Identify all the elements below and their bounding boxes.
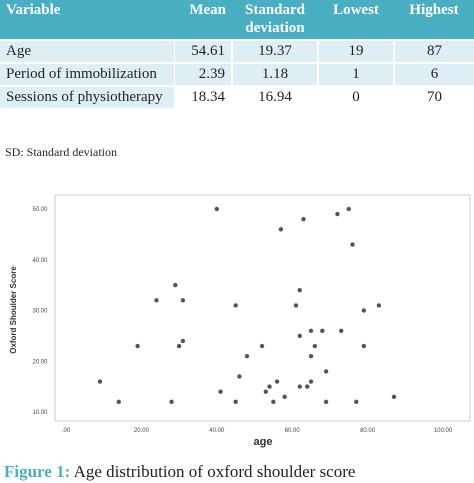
scatter-point	[282, 394, 287, 399]
table-header-row: Variable Mean Standard deviation Lowest …	[0, 0, 474, 40]
scatter-point	[297, 384, 302, 389]
cell-sd: 16.94	[231, 85, 318, 108]
cell-highest: 87	[393, 39, 474, 63]
scatter-point	[176, 343, 182, 349]
cell-variable: Sessions of physiotherapy	[0, 85, 175, 108]
scatter-point	[297, 288, 302, 293]
figure-caption-text: Age distribution of oxford shoulder scor…	[70, 462, 356, 481]
table-row: Sessions of physiotherapy 18.34 16.94 0 …	[0, 85, 474, 108]
y-tick-label: 30.00	[32, 309, 48, 315]
scatter-point	[154, 298, 159, 303]
scatter-point	[278, 227, 284, 232]
header-sd: Standard deviation	[232, 0, 318, 40]
header-highest: Highest	[394, 0, 474, 40]
scatter-point	[237, 374, 242, 379]
cell-mean: 2.39	[174, 62, 232, 86]
scatter-point	[350, 242, 355, 247]
x-tick-label: 20.00	[134, 428, 150, 434]
x-tick-label: 40.00	[209, 428, 225, 434]
scatter-point	[244, 353, 250, 359]
table-row: Age 54.61 19.37 19 87	[0, 39, 474, 63]
cell-lowest: 1	[317, 62, 394, 86]
scatter-point	[320, 328, 325, 333]
cell-lowest: 0	[317, 85, 394, 108]
scatter-point	[297, 333, 302, 339]
scatter-point	[116, 399, 121, 405]
table-footnote: SD: Standard deviation	[5, 145, 117, 159]
scatter-point	[169, 399, 174, 405]
scatter-point	[308, 379, 314, 384]
figure-caption: Figure 1: Age distribution of oxford sho…	[4, 462, 355, 482]
scatter-point	[335, 211, 340, 217]
cell-variable: Period of immobilization	[0, 62, 175, 86]
scatter-point	[301, 216, 306, 222]
header-variable: Variable	[0, 0, 174, 40]
header-mean: Mean	[174, 0, 232, 40]
cell-sd: 19.37	[231, 39, 318, 63]
x-tick-label: 60.00	[285, 428, 301, 434]
scatter-point	[308, 353, 314, 359]
y-tick-label: 40.00	[32, 258, 48, 264]
x-axis-label: age	[254, 436, 273, 448]
cell-sd: 1.18	[231, 62, 318, 86]
scatter-point	[259, 343, 265, 349]
scatter-point	[233, 303, 238, 308]
scatter-point	[376, 303, 382, 308]
scatter-point	[214, 206, 219, 212]
scatter-point	[135, 343, 140, 349]
table-row: Period of immobilization 2.39 1.18 1 6	[0, 62, 474, 86]
plot-area	[54, 194, 471, 422]
cell-highest: 6	[393, 62, 474, 86]
scatter-point	[361, 343, 367, 349]
scatter-point	[323, 399, 329, 405]
x-tick-label: 100.00	[434, 428, 453, 434]
scatter-point	[180, 298, 186, 303]
scatter-point	[97, 379, 103, 384]
cell-mean: 54.61	[174, 39, 232, 63]
scatter-point	[233, 399, 238, 405]
scatter-point	[346, 206, 351, 212]
x-tick-label: .00	[62, 428, 71, 434]
scatter-point	[308, 328, 314, 333]
scatter-point	[180, 338, 186, 344]
scatter-point	[391, 394, 397, 399]
scatter-point	[218, 389, 223, 394]
scatter-point	[271, 399, 276, 405]
scatter-point	[323, 369, 329, 374]
y-tick-label: 50.00	[32, 207, 48, 213]
scatter-point	[267, 384, 272, 389]
scatter-point	[274, 379, 280, 384]
scatter-point	[361, 308, 367, 313]
scatter-plot: Oxford Shoulder Score age .00 20.00 40.00 6…	[9, 194, 471, 448]
x-tick-label: 80.00	[360, 428, 376, 434]
scatter-point	[293, 303, 299, 308]
scatter-point	[173, 282, 178, 288]
cell-lowest: 19	[317, 39, 394, 63]
header-lowest: Lowest	[318, 0, 394, 40]
scatter-point	[339, 328, 344, 333]
y-axis-label: Oxford Shoulder Score	[9, 266, 18, 354]
statistics-table: Variable Mean Standard deviation Lowest …	[0, 0, 474, 108]
cell-mean: 18.34	[174, 85, 232, 108]
figure-label: Figure 1:	[4, 462, 71, 481]
scatter-point	[305, 384, 310, 389]
scatter-point	[263, 389, 269, 394]
cell-variable: Age	[0, 39, 175, 63]
scatter-point	[354, 399, 359, 405]
y-tick-label: 20.00	[32, 359, 48, 365]
y-tick-label: 10.00	[32, 410, 48, 416]
cell-highest: 70	[393, 85, 474, 108]
scatter-point	[312, 343, 318, 349]
